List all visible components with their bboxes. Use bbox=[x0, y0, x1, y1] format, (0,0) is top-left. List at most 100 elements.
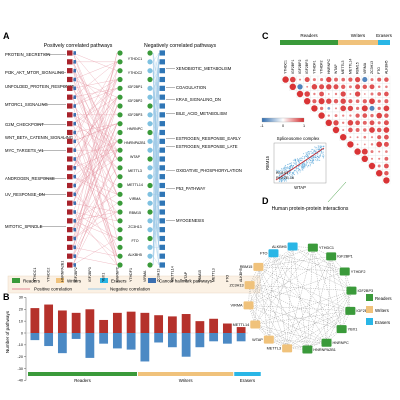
heatmap-dot bbox=[341, 77, 346, 82]
scatter-point bbox=[303, 165, 305, 167]
heatmap-dot bbox=[363, 135, 367, 139]
scatter-point bbox=[297, 173, 299, 175]
scatter-point bbox=[322, 151, 325, 153]
ppi-node bbox=[282, 344, 293, 353]
ppi-node-label: ALKBH5 bbox=[272, 245, 287, 249]
ppi-node bbox=[253, 262, 264, 271]
x-tick-label: YBX1 bbox=[102, 273, 106, 282]
heatmap-dot bbox=[377, 106, 381, 111]
heatmap-dot bbox=[348, 127, 353, 133]
scatter-point bbox=[319, 153, 321, 155]
scatter-point bbox=[283, 167, 285, 169]
left-pathway-squares bbox=[67, 50, 76, 268]
scatter-point bbox=[298, 159, 300, 161]
scatter-point bbox=[309, 161, 311, 163]
x-tick-label: VIRMA bbox=[143, 270, 147, 282]
gene-node-left bbox=[117, 227, 123, 233]
ppi-edge bbox=[255, 247, 313, 325]
left-pathway-marker bbox=[73, 68, 76, 73]
gene-label: YTHDC2 bbox=[128, 71, 142, 75]
scatter-point bbox=[320, 152, 322, 154]
heatmap-dot bbox=[378, 150, 381, 153]
scatter-point bbox=[286, 173, 288, 175]
scatter-point bbox=[303, 167, 305, 169]
left-pathway-marker bbox=[73, 254, 76, 258]
left-pathway-node bbox=[67, 191, 73, 197]
colorbar-tick-mid: 0 bbox=[282, 124, 284, 128]
ppi-edge bbox=[248, 271, 345, 306]
gene-label: METTL14 bbox=[127, 183, 143, 187]
heatmap-col-label: WTAP bbox=[334, 63, 338, 74]
scatter-point bbox=[312, 149, 314, 151]
positive-edge bbox=[72, 167, 118, 230]
panel-d-letter: D bbox=[262, 196, 269, 206]
ppi-edge bbox=[255, 324, 308, 350]
scatter-point bbox=[312, 159, 314, 162]
heatmap-dot bbox=[376, 112, 383, 119]
heatmap-dot bbox=[342, 114, 345, 117]
heatmap-col-label: METTL14 bbox=[348, 59, 352, 74]
left-pathway-node bbox=[67, 121, 73, 127]
panel-b-ylabel: Number of pathways bbox=[5, 310, 10, 353]
heatmap-dot bbox=[370, 157, 374, 160]
negative-edge bbox=[152, 61, 160, 257]
heatmap-dot bbox=[304, 91, 310, 97]
gene-node-left bbox=[117, 244, 123, 250]
scatter-point bbox=[318, 155, 320, 157]
heatmap-dot bbox=[363, 93, 366, 95]
heatmap-dot bbox=[334, 77, 338, 82]
scatter-point bbox=[280, 173, 282, 175]
heatmap-dot bbox=[385, 85, 388, 89]
positive-bar bbox=[44, 304, 54, 333]
scatter-point bbox=[311, 148, 313, 150]
panel-c-erasers-label: Erasers bbox=[376, 33, 393, 38]
x-tick-label: FTO bbox=[225, 275, 229, 282]
ppi-edge bbox=[249, 246, 293, 286]
positive-edge bbox=[72, 238, 118, 266]
heatmap-dot bbox=[377, 99, 381, 103]
heatmap-dot bbox=[384, 99, 389, 104]
heatmap-col-label: HNRNPC bbox=[327, 59, 331, 74]
scatter-point bbox=[281, 168, 283, 170]
gene-node-right bbox=[147, 227, 153, 233]
scatter-point bbox=[279, 170, 281, 172]
scatter-point bbox=[318, 156, 320, 158]
d-legend-erasers: Erasers bbox=[375, 320, 391, 325]
negative-bar bbox=[222, 333, 232, 344]
y-tick-label: -30 bbox=[18, 367, 24, 371]
heatmap-dot bbox=[355, 106, 360, 111]
heatmap-dot bbox=[376, 141, 383, 148]
right-pathway-node bbox=[159, 147, 165, 153]
heatmap-dot bbox=[383, 141, 389, 147]
left-pathway-marker bbox=[73, 121, 76, 126]
heatmap-dot bbox=[368, 162, 376, 170]
gene-label: HNRNPA2B1 bbox=[124, 141, 145, 145]
ppi-edge bbox=[258, 266, 345, 272]
left-pathway-node bbox=[67, 235, 73, 242]
right-pathway-node bbox=[159, 218, 165, 224]
ppi-node-label: METTL14 bbox=[233, 323, 250, 327]
heatmap-dot bbox=[361, 155, 368, 162]
scatter-title: Spliceosome complex bbox=[277, 136, 321, 141]
heatmap-dot bbox=[384, 91, 389, 97]
heatmap-dot bbox=[349, 114, 352, 117]
legend-negative: Negative correlation bbox=[110, 287, 151, 292]
left-pathway-marker bbox=[73, 77, 76, 82]
gene-label: HNRNPC bbox=[127, 127, 143, 131]
scatter-point bbox=[307, 166, 309, 168]
heatmap-column-labels: YTHDC1 IGF2BP1 IGF2BP2 IGF2BP3 YTHDF1 YTHDF2 H… bbox=[284, 59, 389, 74]
right-pathway-node bbox=[159, 76, 165, 83]
scatter-point bbox=[308, 152, 310, 154]
gene-node-left bbox=[117, 165, 123, 171]
scatter-point bbox=[290, 177, 292, 179]
x-tick-label: YTHDC1 bbox=[33, 268, 37, 282]
scatter-point bbox=[290, 166, 292, 168]
scatter-point bbox=[291, 172, 294, 174]
ppi-edge bbox=[255, 310, 351, 325]
gene-label: WTAP bbox=[130, 155, 141, 159]
panel-a-letter: A bbox=[3, 31, 10, 41]
heatmap-dot bbox=[362, 77, 368, 83]
heatmap-col-label: YTHDF1 bbox=[312, 60, 316, 74]
ppi-edge bbox=[248, 253, 274, 306]
heatmap-dot bbox=[355, 99, 360, 104]
